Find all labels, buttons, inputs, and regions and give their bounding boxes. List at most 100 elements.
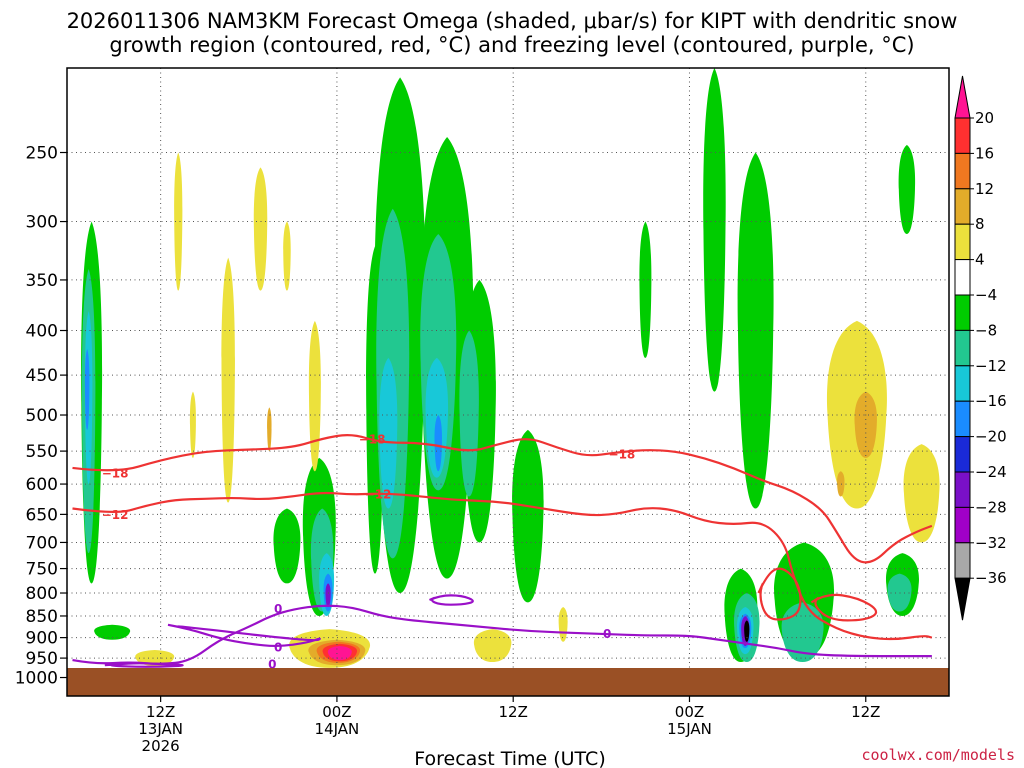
dgz-minus12-label: −12 — [365, 488, 392, 502]
y-tick-label-400: 400 — [26, 322, 58, 342]
colorbar-label: 20 — [975, 109, 994, 127]
y-axis: 2503003504004505005506006507007508008509… — [15, 144, 67, 689]
omega-m8-region — [273, 508, 301, 584]
omega-m12-region — [459, 330, 479, 497]
x-axis-label: Forecast Time (UTC) — [414, 748, 605, 768]
freezing-level-0-ring — [429, 594, 474, 606]
colorbar-swatch — [954, 471, 971, 508]
colorbar-swatch — [954, 400, 971, 438]
colorbar-label: 8 — [975, 215, 985, 233]
x-tick-label: 13JAN — [138, 720, 183, 738]
colorbar-label: 16 — [975, 144, 994, 162]
colorbar-label: −32 — [975, 534, 1007, 552]
chart-title-line1: 2026011306 NAM3KM Forecast Omega (shaded… — [67, 9, 958, 33]
colorbar-swatch — [954, 436, 971, 473]
freezing-level-0-inner — [167, 623, 321, 648]
y-tick-label-700: 700 — [26, 533, 58, 553]
y-tick-label-600: 600 — [26, 475, 58, 495]
omega-4-region — [308, 320, 321, 472]
omega-4-region — [221, 257, 235, 503]
colorbar-label: −4 — [975, 286, 997, 304]
y-tick-label-250: 250 — [26, 144, 58, 164]
x-tick-label: 2026 — [142, 737, 180, 755]
colorbar-swatch — [954, 542, 971, 579]
freezing-level-0-label: 0 — [274, 602, 282, 616]
x-tick-label: 00Z — [675, 703, 704, 721]
colorbar-label: −12 — [975, 357, 1007, 375]
colorbar-label: −16 — [975, 392, 1007, 410]
dgz-minus12-loop2 — [810, 593, 878, 622]
freezing-level-0-line — [72, 604, 932, 665]
omega-4-region — [174, 152, 183, 291]
omega-4-region — [189, 391, 196, 458]
omega-8-region — [267, 407, 272, 452]
colorbar-swatch — [954, 152, 971, 190]
freezing-level-0-low — [104, 662, 184, 668]
omega-m8-region — [639, 221, 652, 358]
colorbar-label: −8 — [975, 321, 997, 339]
dgz-minus18-label: −18 — [102, 467, 129, 481]
x-tick-label: 12Z — [146, 703, 175, 721]
omega-4-region — [473, 629, 512, 663]
y-tick-label-950: 950 — [26, 649, 58, 669]
omega-m28-region — [325, 583, 331, 607]
omega-4-region — [283, 221, 291, 291]
terrain-mask — [67, 668, 949, 696]
omega-4-region — [135, 650, 175, 666]
colorbar-swatch — [954, 294, 971, 331]
colorbar-label: −36 — [975, 569, 1007, 587]
y-tick-label-300: 300 — [26, 213, 58, 233]
x-tick-label: 12Z — [499, 703, 528, 721]
omega-m36-region — [744, 620, 750, 642]
colorbar-top-arrow — [954, 75, 971, 119]
omega-m8-region — [94, 624, 131, 640]
colorbar-label: 12 — [975, 180, 994, 198]
colorbar-swatch — [954, 259, 971, 296]
omega-m20-region — [84, 348, 90, 430]
y-tick-label-350: 350 — [26, 271, 58, 291]
dgz-minus12-line — [72, 491, 933, 641]
contours: −18 −18 −18 −12 −12 0 0 0 0 — [72, 433, 933, 672]
freezing-level-0-label: 0 — [603, 627, 611, 641]
colorbar-label: −28 — [975, 498, 1007, 516]
dgz-minus12-label: −12 — [102, 508, 129, 522]
omega-m20-region — [434, 415, 443, 472]
y-tick-label-750: 750 — [26, 560, 58, 580]
omega-8-region — [854, 391, 878, 458]
y-tick-label-800: 800 — [26, 584, 58, 604]
dgz-minus12-loop — [757, 567, 802, 621]
colorbar-swatch — [954, 506, 971, 544]
y-tick-label-850: 850 — [26, 607, 58, 627]
omega-4-region — [253, 167, 268, 291]
x-tick-label: 00Z — [322, 703, 351, 721]
omega-m8-region — [703, 68, 726, 392]
y-tick-label-650: 650 — [26, 505, 58, 525]
dgz-minus18-label: −18 — [359, 433, 386, 447]
omega-20-region — [327, 645, 352, 661]
freezing-level-0-label: 0 — [268, 658, 276, 672]
colorbar-label: −20 — [975, 428, 1007, 446]
chart-title-line2: growth region (contoured, red, °C) and f… — [109, 33, 914, 57]
omega-8-region — [837, 471, 845, 497]
omega-shading — [81, 68, 940, 668]
x-tick-label: 15JAN — [667, 720, 712, 738]
y-tick-label-900: 900 — [26, 629, 58, 649]
x-tick-label: 12Z — [851, 703, 880, 721]
grid-lines — [67, 68, 949, 696]
omega-m16-region — [379, 357, 398, 509]
colorbar-label: −24 — [975, 463, 1007, 481]
colorbar-swatch — [954, 188, 971, 225]
colorbar: 20 16 12 8 4 −4 −8 −12 −16 −20 −24 −28 −32 −36 — [954, 75, 1007, 621]
omega-4-region — [903, 444, 940, 543]
omega-m8-region — [512, 429, 544, 603]
y-tick-label-450: 450 — [26, 366, 58, 386]
x-tick-label: 14JAN — [315, 720, 360, 738]
dgz-minus18-label: −18 — [609, 447, 636, 461]
colorbar-label: 4 — [975, 251, 985, 269]
y-tick-label-1000: 1000 — [15, 669, 58, 689]
colorbar-bottom-arrow — [954, 577, 971, 621]
credit-text: coolwx.com/models — [861, 746, 1015, 764]
y-tick-label-550: 550 — [26, 442, 58, 462]
